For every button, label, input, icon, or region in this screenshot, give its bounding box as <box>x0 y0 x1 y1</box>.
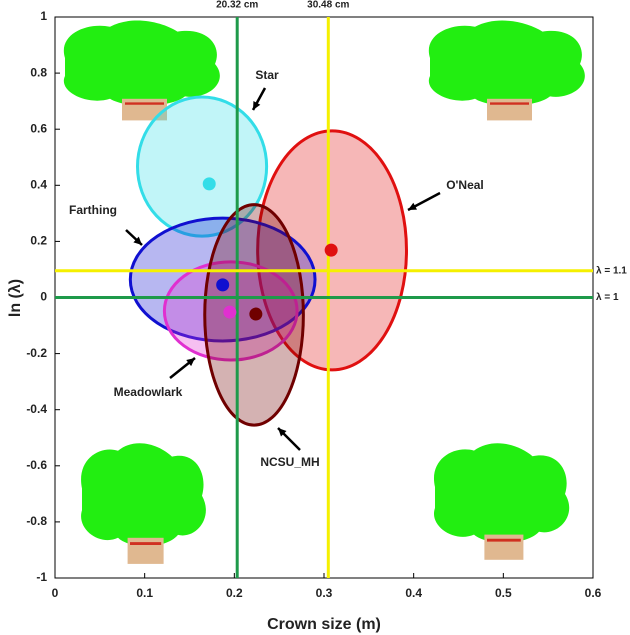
center-point <box>202 177 216 191</box>
arrow-head <box>408 202 417 210</box>
center-point <box>216 278 230 292</box>
reference-label: 20.32 cm <box>216 0 258 11</box>
x-tick-label: 0.2 <box>226 586 243 600</box>
series-label: Meadowlark <box>114 385 183 399</box>
x-tick-label: 0.3 <box>316 586 333 600</box>
y-tick-label: -0.6 <box>26 458 47 472</box>
arrow-head <box>253 101 261 110</box>
y-tick-label: 0.4 <box>30 177 47 191</box>
reference-label: λ = 1 <box>596 292 619 303</box>
x-axis-title: Crown size (m) <box>267 616 381 633</box>
series-label: NCSU_MH <box>260 455 319 469</box>
arrow-head <box>186 358 195 367</box>
y-tick-label: -1 <box>36 570 47 584</box>
series-label: Farthing <box>69 203 117 217</box>
y-tick-label: -0.8 <box>26 514 47 528</box>
x-tick-label: 0.6 <box>585 586 602 600</box>
series-label: Star <box>255 68 279 82</box>
y-tick-label: 0.6 <box>30 121 47 135</box>
center-point <box>223 305 237 319</box>
ellipse <box>135 95 269 238</box>
center-point <box>324 243 338 257</box>
y-tick-label: 1 <box>40 9 47 23</box>
y-tick-label: -0.4 <box>26 402 47 416</box>
y-axis-title: ln (λ) <box>7 279 24 317</box>
x-tick-label: 0.5 <box>495 586 512 600</box>
y-tick-label: 0.2 <box>30 234 47 248</box>
y-tick-label: 0 <box>40 290 47 304</box>
x-tick-label: 0.4 <box>405 586 422 600</box>
reference-label: 30.48 cm <box>307 0 349 11</box>
arrow-head <box>133 236 142 245</box>
x-tick-label: 0 <box>52 586 59 600</box>
arrow-head <box>278 428 287 437</box>
y-tick-label: 0.8 <box>30 65 47 79</box>
series-label: O'Neal <box>446 178 484 192</box>
x-tick-label: 0.1 <box>136 586 153 600</box>
y-tick-label: -0.2 <box>26 346 47 360</box>
reference-label: λ = 1.1 <box>596 265 627 276</box>
center-point <box>249 307 263 321</box>
